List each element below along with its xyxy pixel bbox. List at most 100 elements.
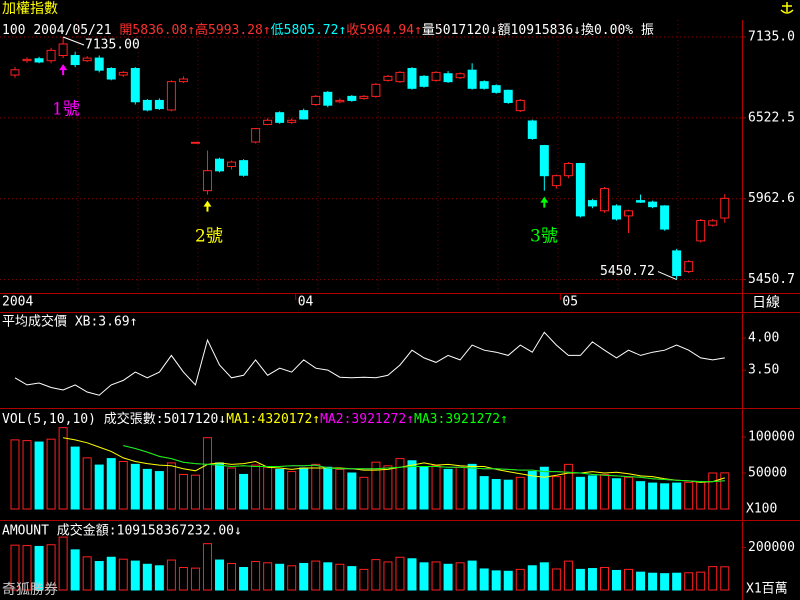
candle-body (10, 69, 20, 76)
candle-body (371, 83, 381, 97)
annotation: 2號 (195, 227, 223, 247)
volume-bar (275, 468, 285, 510)
panel-title: 平均成交價 XB:3.69↑ (2, 314, 137, 330)
volume-bar (70, 549, 80, 591)
arrow (540, 196, 549, 208)
icon (780, 2, 794, 14)
candle-body (335, 99, 345, 103)
candle-body (275, 112, 285, 123)
volume-bar (503, 570, 513, 591)
volume-bar (202, 543, 212, 591)
candle-body (672, 250, 682, 277)
candle-body (684, 261, 694, 272)
y-tick-label: 100000 (748, 430, 795, 445)
ma-line (63, 437, 725, 483)
candle-body (215, 158, 225, 172)
candle-body (106, 67, 116, 80)
volume-bar (178, 566, 188, 591)
candle-body (311, 95, 321, 105)
candle-body (34, 58, 44, 63)
volume-bar (467, 560, 477, 591)
volume-bar (215, 559, 225, 591)
candle-body (383, 75, 393, 81)
volume-bar (491, 570, 501, 591)
volume-bar (515, 476, 525, 510)
annotation: 3號 (530, 227, 558, 247)
x-tick-label: 04 (298, 295, 314, 310)
volume-bar (660, 483, 670, 510)
open: 開5836.08↑ (119, 23, 195, 38)
volume-bar (130, 560, 140, 591)
volume-bar (407, 558, 417, 591)
volume-bar (587, 475, 597, 510)
volume-bar (34, 441, 44, 510)
title: 加權指數 (2, 1, 58, 17)
volume-bar (154, 565, 164, 591)
volume-bar (299, 562, 309, 591)
candle-body (94, 57, 104, 71)
volume-bar (684, 481, 694, 510)
candle-body (479, 81, 489, 89)
volume-bar (130, 463, 140, 510)
candle-body (503, 89, 513, 103)
candle-body (347, 95, 357, 101)
candle-body (563, 163, 573, 177)
volume-bar (443, 563, 453, 591)
y-tick-label: 4.00 (748, 331, 779, 346)
volume-bar (636, 571, 646, 591)
candle-body (551, 175, 561, 187)
panel-frame (0, 20, 800, 600)
volume-bar (70, 446, 80, 510)
candle-body (648, 201, 658, 208)
panel-title: AMOUNT 成交金額:109158367232.00↓ (2, 523, 242, 539)
candle-body (467, 69, 477, 89)
volume-bar (539, 466, 549, 510)
volume-bar (239, 566, 249, 591)
candle-body (660, 205, 670, 230)
volume-bar (599, 473, 609, 510)
candle-body (22, 58, 32, 62)
volume-bar (720, 566, 730, 591)
candle-body (154, 99, 164, 110)
volume-bar (515, 568, 525, 591)
candle-body (263, 119, 273, 125)
volume-bar (263, 562, 273, 591)
candle-body (708, 220, 718, 226)
y-tick-label: 6522.5 (748, 110, 795, 125)
volume-bar (708, 472, 718, 510)
ma-line (123, 445, 725, 483)
y-tick-label: 50000 (748, 466, 787, 481)
volume-bar (251, 464, 261, 510)
volume-bar (22, 545, 32, 591)
candle-body (166, 81, 176, 111)
volume-bar (335, 468, 345, 510)
candle-body (455, 73, 465, 79)
volume-bar (660, 573, 670, 591)
y-tick-label: 3.50 (748, 363, 779, 378)
watermark: 奇狐勝券 (2, 581, 58, 598)
candle-body (431, 71, 441, 81)
volume-bar (491, 478, 501, 510)
low: 低5805.72↑ (271, 23, 347, 38)
volume-bar (359, 476, 369, 510)
volume-bar (696, 571, 706, 591)
volume-bar (287, 565, 297, 591)
volume-bar (612, 478, 621, 510)
volume-bar (551, 568, 561, 591)
volume-bar (443, 468, 453, 510)
candle-body (299, 110, 309, 120)
volume-bar (551, 476, 561, 510)
volume-bar (46, 438, 56, 510)
volume-bar (166, 559, 176, 591)
volume-bar (46, 544, 56, 591)
candle-body (46, 49, 56, 62)
legend-entry: MA3:3921272↑ (414, 412, 508, 427)
volume-bar (527, 565, 537, 591)
volume-bar (142, 468, 152, 510)
candle-body (575, 163, 585, 217)
vol-title: VOL(5,10,10) 成交張數:5017120↓ (2, 411, 226, 427)
volume-bar (431, 465, 441, 510)
candle-body (190, 141, 200, 144)
